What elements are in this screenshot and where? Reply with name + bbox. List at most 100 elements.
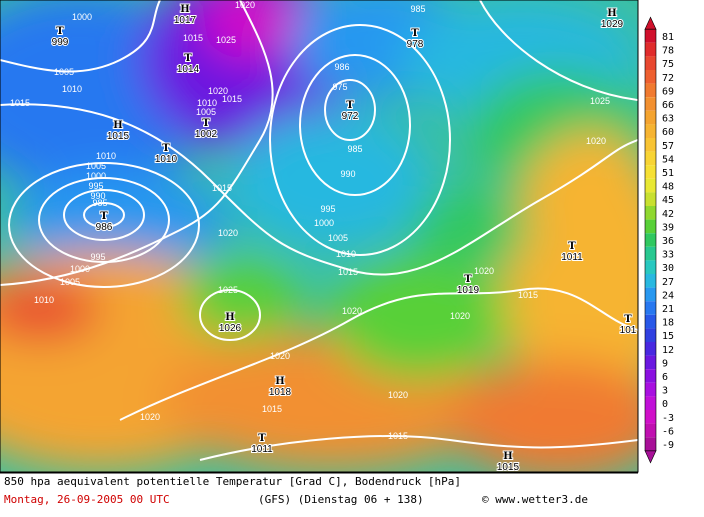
isobar-label: 1015 <box>10 98 30 108</box>
center-symbol: T <box>258 433 266 444</box>
colorbar-label: 12 <box>662 345 674 356</box>
isobar-label: 1020 <box>474 266 494 276</box>
colorbar-label: 51 <box>662 168 674 179</box>
colorbar-swatch <box>645 287 656 302</box>
colorbar-swatch <box>645 246 656 261</box>
colorbar-swatch <box>645 342 656 356</box>
colorbar-swatch <box>645 192 656 206</box>
colorbar-swatch <box>645 382 656 397</box>
center-symbol: T <box>624 314 632 325</box>
isobar-label: 1000 <box>72 12 92 22</box>
colorbar-label: 42 <box>662 209 674 220</box>
isobar-label: 985 <box>410 4 425 14</box>
colorbar-label: 15 <box>662 331 674 342</box>
colorbar-label: 39 <box>662 222 674 233</box>
isobar-label: 1015 <box>212 183 232 193</box>
isobar-label: 1025 <box>590 96 610 106</box>
isobar-label: 985 <box>92 198 107 208</box>
colorbar-swatch <box>645 355 656 370</box>
center-pressure: 972 <box>342 111 359 122</box>
center-pressure: 986 <box>96 222 113 233</box>
center-symbol: T <box>100 211 108 222</box>
center-pressure: 101 <box>620 325 637 336</box>
colorbar-label: 6 <box>662 372 668 383</box>
colorbar-swatch <box>645 314 656 329</box>
center-symbol: T <box>202 118 210 129</box>
isobar-label: 1020 <box>388 390 408 400</box>
isobar-label: 985 <box>347 144 362 154</box>
center-symbol: H <box>503 451 512 462</box>
isobar-label: 1005 <box>54 67 74 77</box>
isobar-label: 1025 <box>218 285 238 295</box>
colorbar-swatch <box>645 124 656 138</box>
center-symbol: T <box>162 143 170 154</box>
map-labels: T999H1017T1014T972T978H1029H1015T1002T10… <box>10 0 638 472</box>
colorbar-arrow-top <box>644 16 657 30</box>
colorbar-swatch <box>645 423 656 438</box>
colorbar-swatch <box>645 219 656 234</box>
isobar-label: 1005 <box>86 161 106 171</box>
colorbar-swatch <box>645 410 656 424</box>
colorbar-label: 33 <box>662 250 674 261</box>
isobar-label: 995 <box>320 204 335 214</box>
colorbar-swatch <box>645 274 656 288</box>
colorbar-label: 54 <box>662 154 674 165</box>
isobar-label: 995 <box>90 252 105 262</box>
footer-credit: © www.wetter3.de <box>482 493 588 506</box>
colorbar-label: -9 <box>662 440 674 451</box>
colorbar-label: 18 <box>662 318 674 329</box>
colorbar: 8178757269666360575451484542393633302724… <box>644 16 674 464</box>
colorbar-swatch <box>645 29 656 43</box>
isobar-label: 986 <box>334 62 349 72</box>
center-symbol: H <box>607 8 616 19</box>
isobar-label: 1005 <box>328 233 348 243</box>
isobar-label: 1020 <box>140 412 160 422</box>
colorbar-swatch <box>645 260 656 274</box>
colorbar-swatch <box>645 42 656 57</box>
isobar-label: 1010 <box>336 249 356 259</box>
center-pressure: 1029 <box>601 19 624 30</box>
isobar-label: 995 <box>88 181 103 191</box>
isobar-label: 1010 <box>62 84 82 94</box>
colorbar-label: 9 <box>662 358 668 369</box>
colorbar-label: 24 <box>662 290 674 301</box>
center-symbol: T <box>56 26 64 37</box>
center-pressure: 1019 <box>457 285 480 296</box>
colorbar-label: 27 <box>662 277 674 288</box>
isobar-label: 1020 <box>450 311 470 321</box>
isobar-label: 975 <box>332 82 347 92</box>
colorbar-swatch <box>645 110 656 125</box>
isobar-label: 1015 <box>262 404 282 414</box>
colorbar-label: 3 <box>662 386 668 397</box>
center-symbol: H <box>275 376 284 387</box>
colorbar-arrow-bottom <box>644 450 657 464</box>
colorbar-label: 78 <box>662 46 674 57</box>
isobar-label: 1015 <box>222 94 242 104</box>
colorbar-label: 21 <box>662 304 674 315</box>
colorbar-swatch <box>645 233 656 247</box>
center-pressure: 978 <box>407 39 424 50</box>
colorbar-swatch <box>645 437 656 451</box>
colorbar-label: 72 <box>662 73 674 84</box>
colorbar-label: 0 <box>662 399 668 410</box>
colorbar-swatch <box>645 151 656 166</box>
isobar-label: 1015 <box>518 290 538 300</box>
center-symbol: T <box>568 241 576 252</box>
isobar-label: 1010 <box>197 98 217 108</box>
colorbar-swatch <box>645 97 656 111</box>
colorbar-label: 66 <box>662 100 674 111</box>
colorbar-swatch <box>645 165 656 179</box>
center-symbol: T <box>184 53 192 64</box>
center-symbol: H <box>180 4 189 15</box>
isobar-label: 1000 <box>70 264 90 274</box>
footer-date: Montag, 26-09-2005 00 UTC <box>4 493 170 506</box>
center-pressure: 999 <box>52 37 69 48</box>
isobar-label: 1010 <box>34 295 54 305</box>
isobar-label: 1000 <box>314 218 334 228</box>
center-pressure: 1026 <box>219 323 242 334</box>
colorbar-label: 30 <box>662 263 674 274</box>
isobar-label: 1025 <box>216 35 236 45</box>
isobar-label: 1015 <box>183 33 203 43</box>
center-pressure: 1017 <box>174 15 197 26</box>
